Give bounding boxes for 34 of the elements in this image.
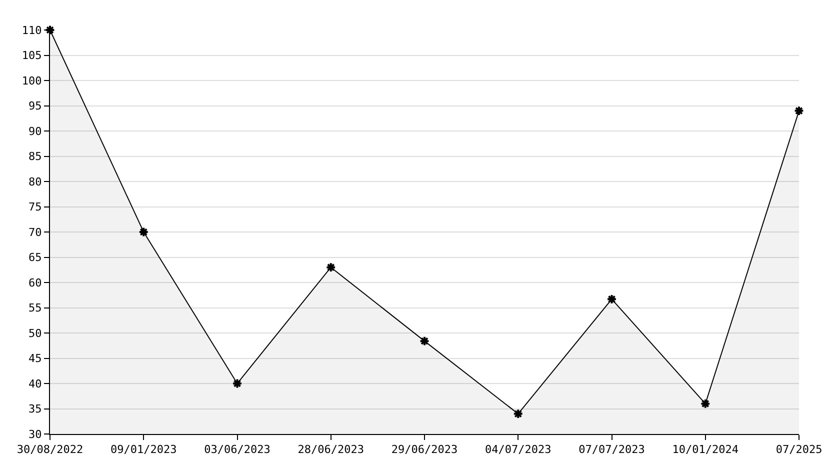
y-tick-label: 40 — [28, 377, 42, 390]
y-tick-label: 105 — [22, 49, 42, 62]
x-tick-label: 07/2025 — [776, 443, 822, 456]
point — [419, 336, 430, 346]
y-tick-label: 30 — [28, 428, 42, 441]
y-tick-label: 85 — [28, 150, 42, 164]
x-tick-label: 10/01/2024 — [672, 443, 739, 456]
x-tick-label: 07/07/2023 — [578, 443, 645, 456]
y-tick-label: 50 — [28, 326, 42, 340]
y-tick-label: 100 — [22, 74, 42, 88]
x-tick-label: 03/06/2023 — [204, 443, 270, 456]
y-tick-label: 70 — [28, 226, 42, 239]
point — [700, 398, 711, 409]
y-tick-label: 80 — [28, 175, 42, 188]
y-tick-label: 60 — [28, 276, 42, 290]
point — [606, 294, 617, 304]
y-tick-label: 35 — [28, 402, 42, 416]
point — [138, 226, 149, 238]
x-tick-label: 28/06/2023 — [298, 443, 364, 456]
point — [232, 378, 242, 389]
y-tick-label: 65 — [28, 251, 42, 264]
y-tick-label: 95 — [28, 100, 42, 113]
point — [794, 106, 804, 116]
y-tick-label: 110 — [22, 24, 42, 37]
y-tick-label: 90 — [28, 124, 42, 138]
point — [512, 408, 524, 419]
x-tick-label: 30/08/2022 — [16, 443, 84, 456]
x-tick-label: 09/01/2023 — [110, 443, 177, 456]
x-tick-label: 29/06/2023 — [391, 443, 458, 456]
point — [326, 262, 336, 273]
x-tick-label: 04/07/2023 — [485, 443, 552, 456]
y-tick-label: 45 — [28, 352, 42, 366]
y-tick-label: 55 — [28, 302, 42, 315]
y-tick-label: 75 — [28, 200, 42, 214]
